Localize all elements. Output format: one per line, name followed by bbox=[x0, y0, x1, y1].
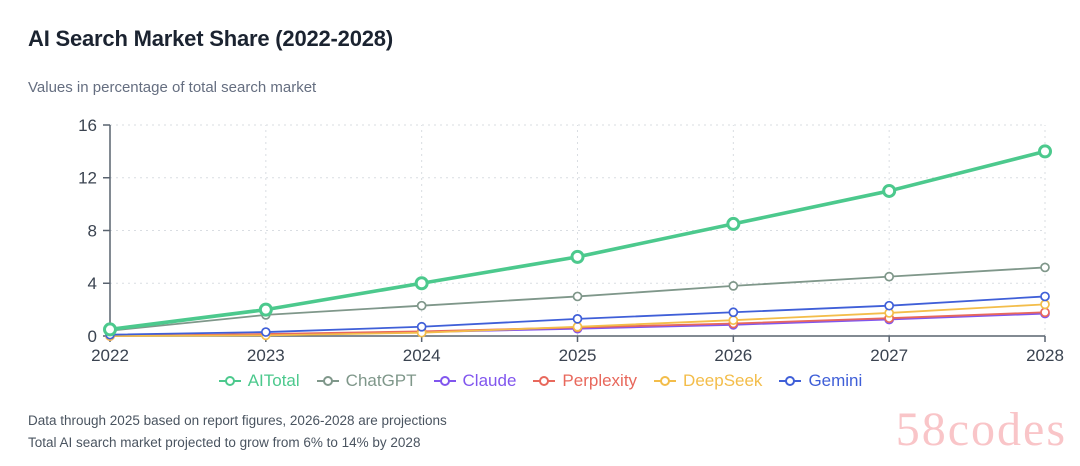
data-point-AITotal bbox=[1038, 144, 1052, 159]
data-point-AITotal bbox=[258, 302, 273, 317]
legend-item-claude[interactable]: Claude bbox=[433, 371, 517, 391]
legend-label: ChatGPT bbox=[345, 371, 417, 390]
legend-item-perplexity[interactable]: Perplexity bbox=[532, 371, 637, 391]
chart-legend: AITotal ChatGPT Claude Perplexity DeepSeek Ge… bbox=[0, 371, 1080, 391]
series-Gemini bbox=[105, 291, 1050, 340]
gridlines bbox=[110, 124, 1046, 336]
x-axis-tick-label: 2027 bbox=[870, 346, 908, 364]
y-axis-tick-label: 0 bbox=[88, 327, 97, 346]
x-axis-tick-label: 2023 bbox=[247, 346, 285, 364]
data-point-Gemini bbox=[416, 321, 427, 332]
data-point-ChatGPT bbox=[1040, 262, 1050, 273]
y-axis-tick-label: 8 bbox=[88, 221, 97, 240]
legend-label: Perplexity bbox=[562, 371, 638, 390]
legend-marker-icon bbox=[779, 376, 802, 386]
data-point-Perplexity bbox=[1040, 307, 1050, 318]
legend-item-deepseek[interactable]: DeepSeek bbox=[653, 371, 762, 391]
legend-label: Claude bbox=[462, 371, 517, 390]
legend-label: DeepSeek bbox=[683, 371, 763, 390]
legend-label: Gemini bbox=[808, 371, 863, 390]
watermark-58codes: 58codes bbox=[895, 403, 1067, 456]
page-title: AI Search Market Share (2022-2028) bbox=[28, 26, 393, 51]
x-axis-tick-label: 2025 bbox=[559, 346, 597, 364]
data-point-AITotal bbox=[570, 249, 585, 264]
legend-item-gemini[interactable]: Gemini bbox=[778, 371, 862, 391]
legend-marker-icon bbox=[218, 376, 241, 386]
x-axis-tick-label: 2024 bbox=[403, 346, 441, 364]
data-point-Gemini bbox=[260, 327, 271, 337]
data-point-AITotal bbox=[726, 216, 741, 231]
legend-item-chatgpt[interactable]: ChatGPT bbox=[316, 371, 417, 391]
data-point-AITotal bbox=[414, 276, 429, 291]
data-point-Gemini bbox=[884, 300, 895, 311]
legend-marker-icon bbox=[533, 376, 556, 386]
data-point-ChatGPT bbox=[884, 271, 895, 282]
data-point-DeepSeek bbox=[1040, 299, 1050, 310]
y-axis-tick-label: 16 bbox=[78, 116, 97, 135]
data-point-Gemini bbox=[1040, 291, 1050, 302]
data-point-ChatGPT bbox=[416, 300, 427, 311]
data-point-DeepSeek bbox=[728, 315, 739, 326]
legend-marker-icon bbox=[433, 376, 456, 386]
legend-marker-icon bbox=[654, 376, 677, 386]
footnote-line-2: Total AI search market projected to grow… bbox=[28, 435, 421, 450]
legend-label: AITotal bbox=[247, 371, 300, 390]
data-point-ChatGPT bbox=[572, 291, 583, 302]
legend-item-aitotal[interactable]: AITotal bbox=[218, 371, 300, 391]
footnote-line-1: Data through 2025 based on report figure… bbox=[28, 413, 447, 428]
data-point-ChatGPT bbox=[728, 281, 739, 291]
data-point-Gemini bbox=[728, 307, 739, 318]
y-axis-tick-label: 12 bbox=[78, 169, 97, 188]
data-point-Gemini bbox=[572, 314, 583, 324]
y-axis-tick-label: 4 bbox=[88, 274, 97, 293]
data-point-AITotal bbox=[882, 183, 897, 198]
data-point-AITotal bbox=[103, 322, 117, 337]
legend-marker-icon bbox=[316, 376, 339, 386]
chart-canvas: 0 4 8 12 16 2022 2023 2024 2025 2026 2027 2028 bbox=[78, 116, 1064, 364]
x-axis-tick-label: 2022 bbox=[91, 346, 129, 364]
chart-subtitle: Values in percentage of total search mar… bbox=[28, 79, 317, 96]
x-axis-tick-label: 2026 bbox=[714, 346, 752, 364]
data-point-DeepSeek bbox=[572, 321, 583, 332]
x-axis-tick-label: 2028 bbox=[1026, 346, 1064, 364]
series-AITotal bbox=[103, 144, 1052, 337]
